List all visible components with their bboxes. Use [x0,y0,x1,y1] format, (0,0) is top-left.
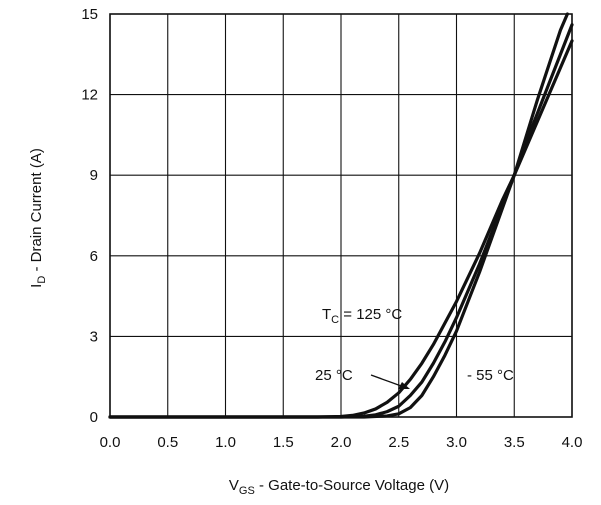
x-tick-label: 4.0 [562,434,583,451]
annotation-minus55c: - 55 °C [467,367,514,384]
y-tick-label: 3 [90,328,98,345]
series-line-minus-55c [108,12,569,419]
plot-frame [109,13,573,418]
annotation-25c: 25 °C [315,367,353,384]
y-tick-label: 0 [90,409,98,426]
x-axis-title: VGS - Gate-to-Source Voltage (V) [229,477,449,497]
annotation-25c-arrowhead [398,382,410,389]
series-line-tc-125c [108,39,574,419]
y-tick-label: 6 [90,248,98,265]
y-tick-label: 12 [81,87,98,104]
tick-labels: 0.0 0.5 1.0 1.5 2.0 2.5 3.0 3.5 4.0 0 3 6 9 12 15 [81,6,582,451]
x-tick-label: 1.0 [215,434,236,451]
x-tick-label: 0.5 [157,434,178,451]
series-line-25c [108,23,574,419]
y-axis-title: ID - Drain Current (A) [28,148,48,288]
x-tick-label: 2.0 [331,434,352,451]
x-tick-label: 3.5 [504,434,525,451]
grid [109,13,573,418]
x-tick-label: 1.5 [273,434,294,451]
y-tick-label: 9 [90,167,98,184]
x-tick-label: 2.5 [388,434,409,451]
x-tick-label: 3.0 [446,434,467,451]
series-layer [108,12,574,419]
y-tick-label: 15 [81,6,98,23]
annotation-tc-125: TC = 125 °C [322,306,402,326]
annotation-25c-leader [370,374,405,388]
x-tick-label: 0.0 [100,434,121,451]
